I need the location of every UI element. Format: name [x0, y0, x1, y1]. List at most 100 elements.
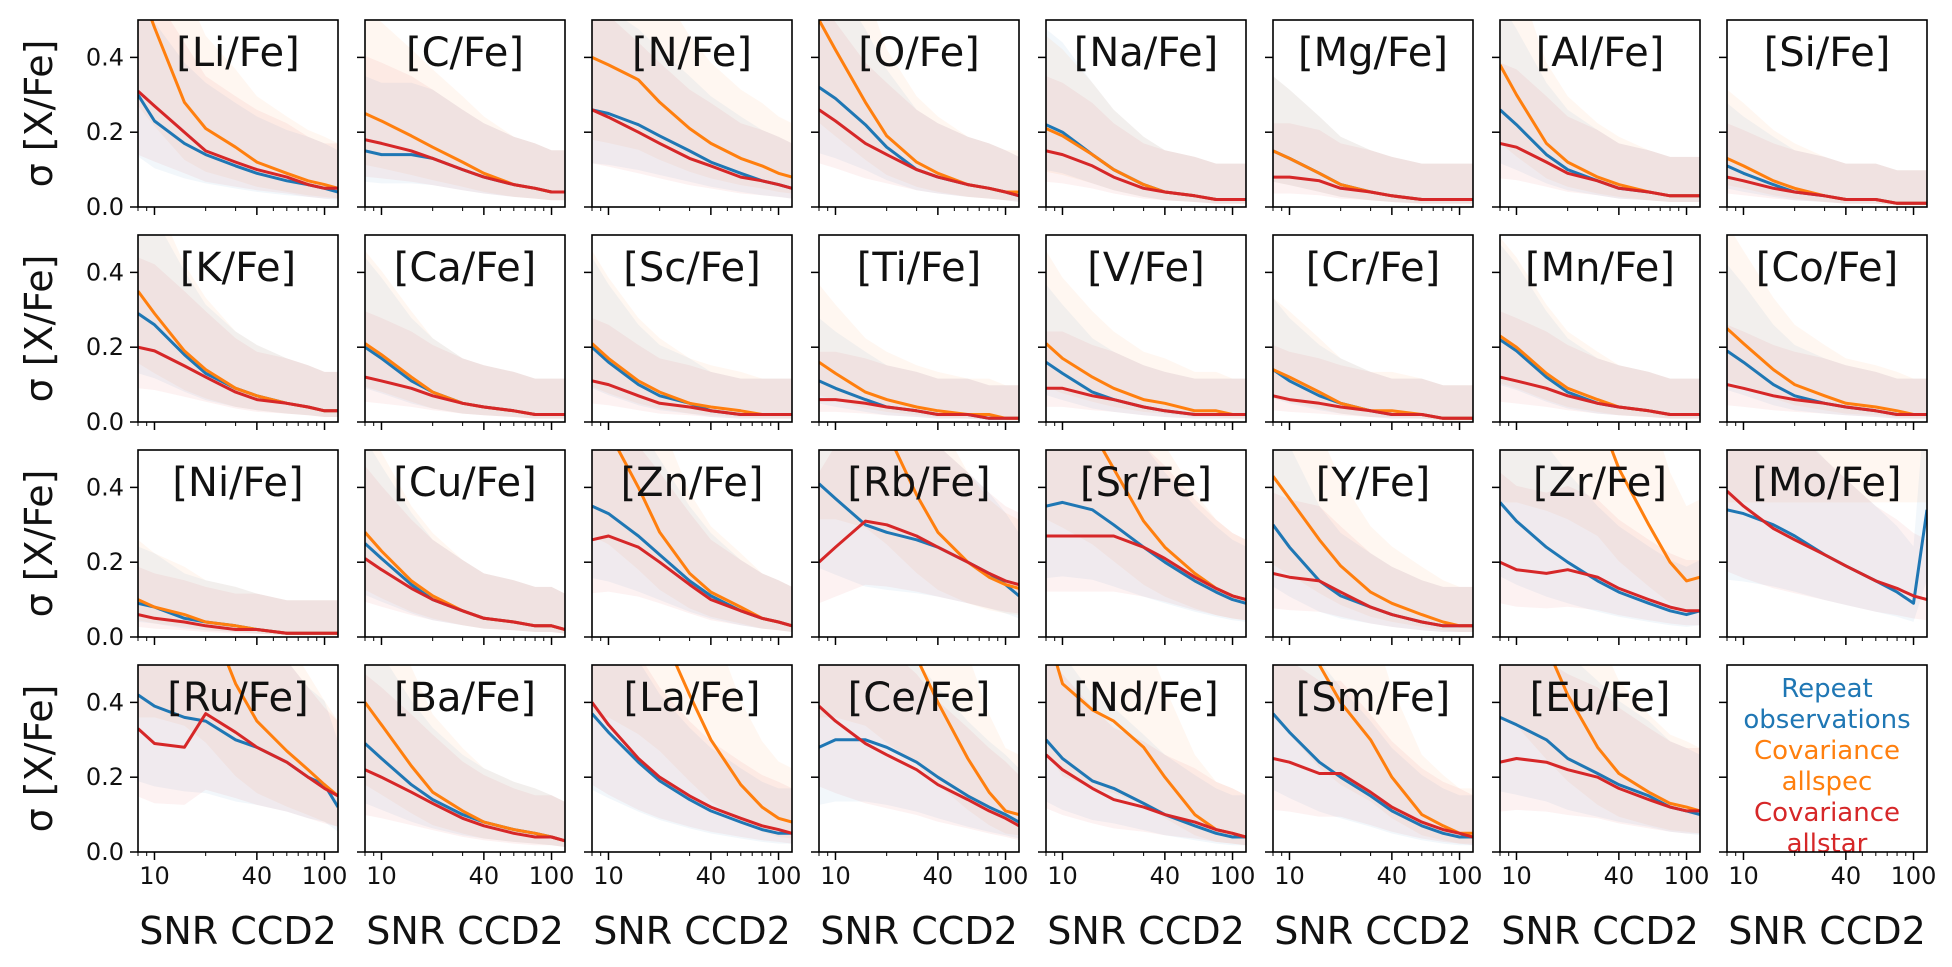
series-line-covariance-allspec: [365, 701, 565, 843]
series-line-covariance-allspec: [1046, 342, 1246, 416]
panel-title: [Eu/Fe]: [1530, 675, 1671, 721]
panel: [La/Fe] 10 40 100 SNR CCD2: [584, 664, 802, 953]
panel-title: [Sr/Fe]: [1080, 460, 1212, 506]
legend-entry: observations: [1743, 705, 1910, 735]
legend-entry: allspec: [1782, 767, 1873, 797]
uncertainty-band: [138, 235, 338, 417]
panel-title: [Ni/Fe]: [172, 460, 303, 506]
panel-title: [Li/Fe]: [176, 30, 300, 76]
legend-entry: Repeat: [1781, 674, 1873, 704]
series-line-repeat-observations: [819, 482, 1019, 598]
uncertainty-band: [1500, 311, 1700, 419]
y-axis-label: σ [X/Fe]: [17, 685, 61, 833]
panel: RepeatobservationsCovarianceallspecCovar…: [1719, 664, 1936, 953]
plot-area: [1500, 450, 1700, 627]
plot-area: [819, 20, 1019, 202]
panel-frame: [1499, 19, 1701, 208]
uncertainty-band: [1273, 450, 1473, 632]
uncertainty-band: [1273, 492, 1473, 632]
panel-frame: [1499, 449, 1701, 638]
plot-area: [365, 665, 565, 847]
panel-frame: [1726, 449, 1928, 638]
x-axis-label: SNR CCD2: [139, 909, 337, 953]
panel-frame: [818, 234, 1020, 423]
uncertainty-band: [138, 257, 338, 417]
y-tick-label: 0.4: [86, 43, 124, 71]
series-line-repeat-observations: [1046, 500, 1246, 605]
uncertainty-band: [1500, 472, 1700, 626]
panel-frame: [591, 19, 793, 208]
uncertainty-band: [819, 450, 1019, 616]
uncertainty-band: [1500, 450, 1700, 612]
uncertainty-band: [365, 674, 565, 847]
panel-frame: [1272, 449, 1474, 638]
uncertainty-band: [1046, 76, 1246, 204]
uncertainty-band: [138, 20, 338, 201]
panel: [Na/Fe]: [1038, 19, 1247, 215]
uncertainty-band: [1273, 450, 1473, 632]
panel-title: [La/Fe]: [624, 675, 761, 721]
panel-title: [Cr/Fe]: [1306, 245, 1441, 291]
series-line-covariance-allstar: [365, 768, 565, 843]
series-line-covariance-allstar: [1727, 489, 1927, 602]
series-line-covariance-allstar: [1500, 757, 1700, 813]
panel: [Eu/Fe] 10 40 100 SNR CCD2: [1492, 664, 1710, 953]
panel-title: [N/Fe]: [632, 30, 752, 76]
plot-area: [365, 250, 565, 419]
panel-frame: [1045, 664, 1247, 853]
x-tick-label: 100: [1664, 862, 1710, 890]
uncertainty-band: [592, 20, 792, 199]
x-tick-label: 40: [696, 862, 727, 890]
panel-frame: [1726, 664, 1928, 853]
series-line-repeat-observations: [819, 738, 1019, 824]
series-line-repeat-observations: [592, 712, 792, 835]
uncertainty-band: [819, 450, 1019, 614]
uncertainty-band: [138, 546, 338, 636]
x-axis-label: SNR CCD2: [1728, 909, 1926, 953]
panel-frame: [137, 449, 339, 638]
x-tick-label: 10: [139, 862, 170, 890]
x-tick-label: 10: [1047, 862, 1078, 890]
legend-entry: Covariance: [1754, 798, 1900, 828]
x-tick-label: 40: [469, 862, 500, 890]
y-tick-label: 0.0: [86, 193, 124, 221]
panel-frame: [1272, 19, 1474, 208]
plot-area: [819, 450, 1019, 619]
series-line-repeat-observations: [1273, 712, 1473, 839]
uncertainty-band: [1273, 665, 1473, 846]
y-tick-label: 0.0: [86, 838, 124, 866]
x-tick-label: 40: [923, 862, 954, 890]
series-line-repeat-observations: [1500, 501, 1700, 617]
uncertainty-band: [1500, 450, 1700, 627]
panel: [K/Fe] 0.0 0.2 0.4: [86, 234, 339, 436]
x-tick-label: 40: [1604, 862, 1635, 890]
series-line-covariance-allstar: [365, 138, 565, 194]
uncertainty-band: [138, 665, 338, 827]
panel-title: [Ru/Fe]: [167, 675, 308, 721]
series-line-covariance-allstar: [819, 704, 1019, 828]
panel-frame: [1499, 234, 1701, 423]
panel: [Mo/Fe]: [1719, 449, 1928, 645]
uncertainty-band: [138, 20, 338, 199]
uncertainty-band: [1273, 297, 1473, 421]
uncertainty-band: [138, 235, 338, 417]
panel: [Sr/Fe]: [1038, 449, 1247, 645]
plot-area: [1273, 297, 1473, 421]
uncertainty-band: [365, 76, 565, 201]
x-axis-label: SNR CCD2: [820, 909, 1018, 953]
x-tick-label: 100: [756, 862, 802, 890]
series-line-covariance-allstar: [1273, 757, 1473, 839]
plot-area: [1500, 665, 1700, 836]
x-tick-label: 10: [366, 862, 397, 890]
plot-area: [138, 665, 338, 832]
uncertainty-band: [1500, 62, 1700, 202]
series-line-covariance-allstar: [365, 375, 565, 416]
panel: [V/Fe]: [1038, 234, 1247, 430]
legend-entry: Covariance: [1754, 736, 1900, 766]
panel-title: [Ca/Fe]: [394, 245, 537, 291]
panel-title: [Na/Fe]: [1074, 30, 1219, 76]
x-tick-label: 40: [1377, 862, 1408, 890]
uncertainty-band: [1273, 297, 1473, 421]
panel: [Zr/Fe]: [1492, 449, 1701, 645]
plot-area: [1046, 29, 1246, 204]
